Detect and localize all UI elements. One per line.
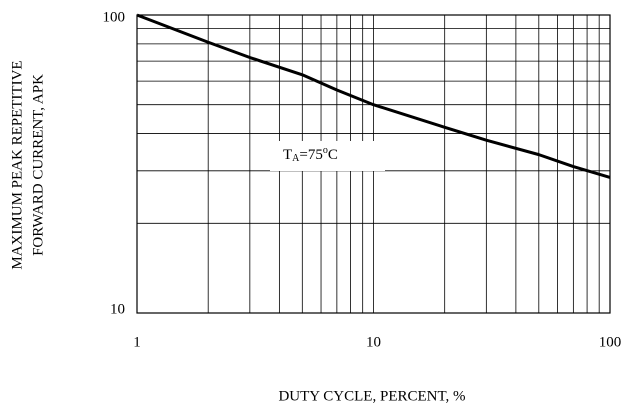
y-tick-label: 100 (103, 9, 126, 25)
curve (136, 13, 611, 179)
x-tick-label: 100 (599, 334, 622, 350)
annotation-part: T (283, 147, 292, 163)
x-tick-label: 1 (133, 334, 141, 350)
plot-frame (136, 14, 611, 314)
annotation: TA=75oC (283, 145, 338, 164)
annotation-part: o (323, 145, 328, 156)
y-tick-label: 10 (110, 301, 125, 317)
y-axis-label: MAXIMUM PEAK REPETITIVE (9, 60, 25, 269)
annotation-box (270, 141, 385, 171)
y-axis-label: FORWARD CURRENT, APK (30, 74, 46, 256)
x-tick-label: 10 (366, 334, 381, 350)
annotation-part: A (292, 153, 300, 164)
annotation-part: C (328, 147, 338, 163)
annotation-part: =75 (299, 147, 322, 163)
x-axis-label: DUTY CYCLE, PERCENT, % (278, 388, 465, 404)
